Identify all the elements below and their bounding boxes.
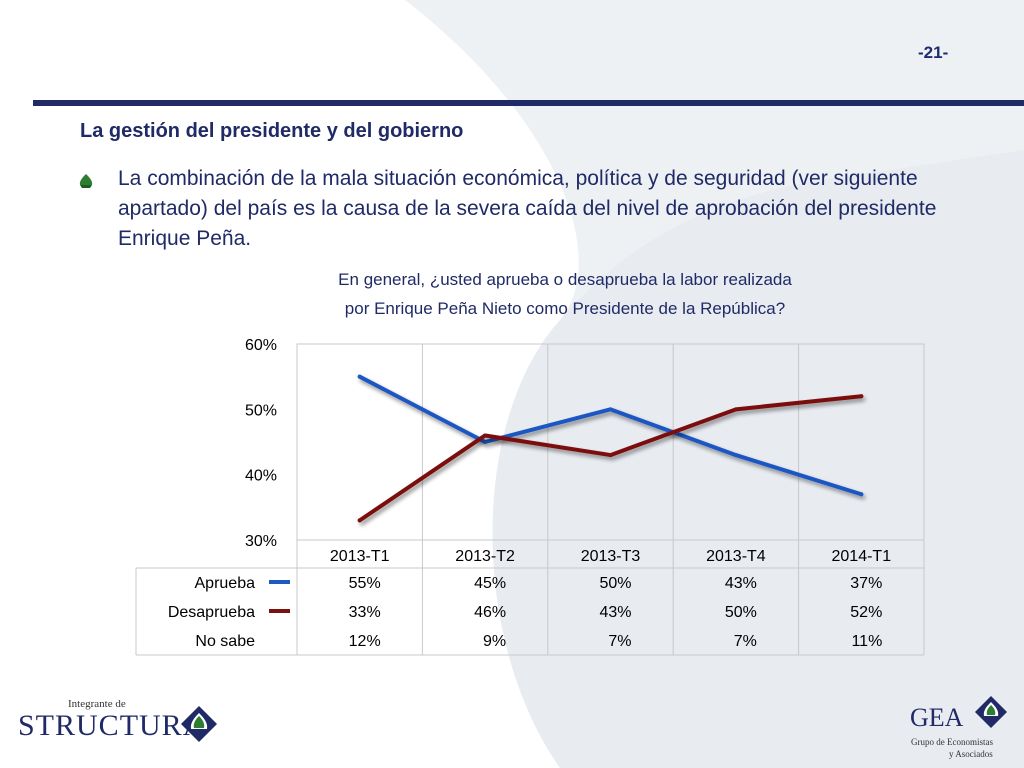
x-category-label: 2013-T3 [581,548,641,565]
table-cell-value: 50% [599,575,631,592]
series-point-aprueba [608,407,613,412]
gea-logo-subtitle-1: Grupo de Economistas [911,737,993,747]
table-cell-value: 46% [474,604,506,621]
series-point-aprueba [483,440,488,444]
table-cell-value: 7% [734,633,757,650]
slide-heading: La gestión del presidente y del gobierno [80,120,464,142]
series-point-aprueba [733,453,738,458]
table-cell-value: 9% [483,633,506,650]
y-tick-label: 50% [245,402,277,419]
table-cell-value: 33% [349,604,381,621]
question-line-1: En general, ¿usted aprueba o desaprueba … [338,270,792,289]
question-line-2: por Enrique Peña Nieto como Presidente d… [344,299,786,318]
table-cell-value: 12% [349,633,381,650]
series-line-aprueba [357,374,864,497]
x-category-label: 2014-T1 [832,548,892,565]
table-cell-value: 50% [725,604,757,621]
gea-logo: GEA Grupo de Economistas y Asociados [908,695,1024,768]
table-cell-value: 43% [599,604,631,621]
table-cell-value: 11% [851,633,882,650]
y-tick-label: 60% [245,337,277,354]
top-rule [33,100,1024,106]
series-point-desaprueba [859,394,864,399]
series-point-aprueba [357,374,362,379]
series-point-desaprueba [733,407,738,412]
x-category-label: 2013-T4 [706,548,766,565]
table-cell-value: 43% [725,575,757,592]
gea-leaf-icon [975,696,1007,728]
series-point-aprueba [859,492,864,497]
series-point-desaprueba [483,433,488,438]
table-cell-value: 45% [474,575,506,592]
structura-leaf-icon [181,706,217,742]
y-tick-label: 40% [245,468,277,485]
gea-logo-text: GEA [910,703,964,732]
bullet-text: La combinación de la mala situación econ… [118,167,937,250]
series-point-desaprueba [357,518,362,523]
plot-area-border [296,343,925,541]
series-point-desaprueba [608,453,613,458]
gea-logo-subtitle-2: y Asociados [949,749,993,759]
table-row-label: Desaprueba [168,604,255,621]
table-cell-value: 37% [850,575,882,592]
x-category-label: 2013-T2 [455,548,515,565]
structura-logo-text: STRUCTURA [18,709,206,742]
leaf-bullet-icon [79,174,93,188]
table-cell-value: 7% [608,633,631,650]
table-cell-value: 52% [850,604,882,621]
table-cell-value: 55% [349,575,381,592]
x-category-label: 2013-T1 [330,548,390,565]
page-number: -21- [918,43,949,62]
structura-logo-small-text: Integrante de [68,698,126,710]
table-row-label: Aprueba [195,575,256,592]
table-row-label: No sabe [195,633,255,650]
chart-question: En general, ¿usted aprueba o desaprueba … [240,265,890,323]
y-tick-label: 30% [245,533,277,550]
